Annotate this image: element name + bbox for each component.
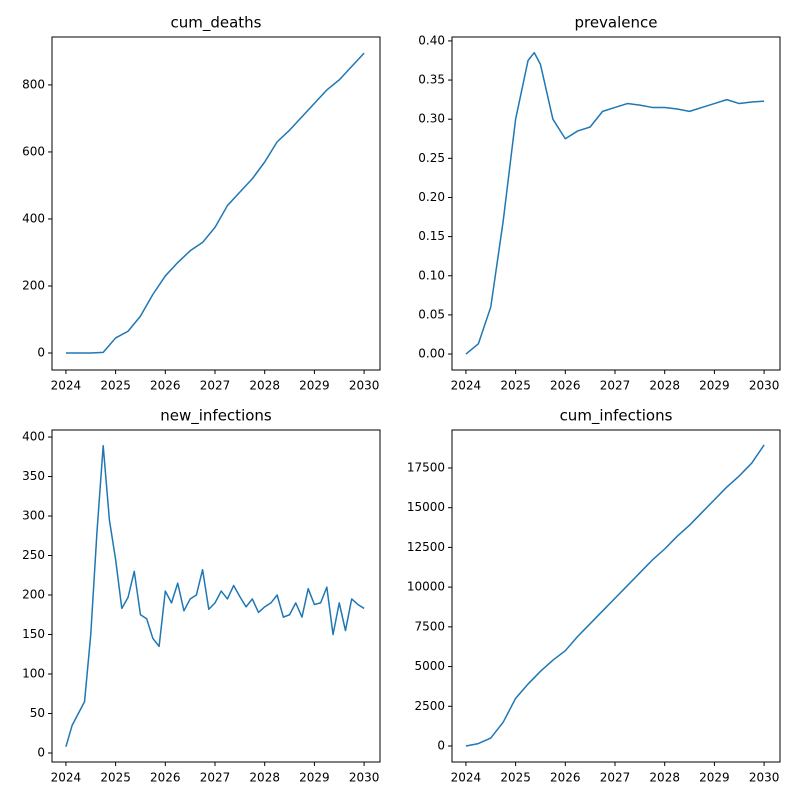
axes-frame xyxy=(51,36,381,371)
y-tick-label: 0.20 xyxy=(418,190,445,204)
data-line xyxy=(65,444,365,747)
x-tick-label: 2027 xyxy=(600,379,631,393)
y-tick-label: 17500 xyxy=(407,460,445,474)
x-tick-label: 2027 xyxy=(200,771,231,785)
axes-frame xyxy=(451,429,781,763)
x-tick-label: 2028 xyxy=(249,771,280,785)
data-line xyxy=(465,444,765,747)
y-tick-label: 200 xyxy=(22,278,45,292)
y-tick-label: 100 xyxy=(22,667,45,681)
y-tick-label: 0 xyxy=(437,739,445,753)
y-tick-label: 0.40 xyxy=(418,33,445,47)
x-tick-label: 2030 xyxy=(749,379,780,393)
y-tick-label: 800 xyxy=(22,77,45,91)
y-tick-label: 400 xyxy=(22,430,45,444)
x-tick-label: 2024 xyxy=(51,771,82,785)
y-tick-label: 200 xyxy=(22,588,45,602)
y-tick-label: 10000 xyxy=(407,580,445,594)
y-tick-label: 0.35 xyxy=(418,73,445,87)
subplot-title: cum_infections xyxy=(560,407,673,426)
subplot-title: new_infections xyxy=(160,407,272,426)
x-tick-label: 2029 xyxy=(699,379,730,393)
x-tick-label: 2029 xyxy=(299,379,330,393)
x-tick-label: 2028 xyxy=(649,771,680,785)
data-line xyxy=(65,52,365,354)
y-tick-label: 7500 xyxy=(414,619,445,633)
subplot-title: cum_deaths xyxy=(170,14,261,33)
y-tick-label: 300 xyxy=(22,509,45,523)
x-tick-label: 2026 xyxy=(550,379,581,393)
y-tick-label: 50 xyxy=(30,706,45,720)
x-tick-label: 2025 xyxy=(100,771,131,785)
x-tick-label: 2027 xyxy=(600,771,631,785)
x-tick-label: 2030 xyxy=(349,379,380,393)
subplot-title: prevalence xyxy=(574,14,657,32)
x-tick-label: 2026 xyxy=(150,379,181,393)
y-tick-label: 0.30 xyxy=(418,112,445,126)
y-tick-label: 150 xyxy=(22,627,45,641)
x-tick-label: 2026 xyxy=(150,771,181,785)
y-tick-label: 0 xyxy=(37,346,45,360)
x-tick-label: 2029 xyxy=(699,771,730,785)
y-tick-label: 0.15 xyxy=(418,229,445,243)
x-tick-label: 2024 xyxy=(51,379,82,393)
x-tick-label: 2024 xyxy=(451,379,482,393)
x-tick-label: 2029 xyxy=(299,771,330,785)
y-tick-label: 2500 xyxy=(414,699,445,713)
y-tick-label: 0.00 xyxy=(418,347,445,361)
x-tick-label: 2027 xyxy=(200,379,231,393)
y-tick-label: 0.10 xyxy=(418,268,445,282)
axes-frame xyxy=(451,36,781,371)
axes-frame xyxy=(51,429,381,763)
x-tick-label: 2030 xyxy=(749,771,780,785)
y-tick-label: 600 xyxy=(22,144,45,158)
x-tick-label: 2028 xyxy=(249,379,280,393)
x-tick-label: 2025 xyxy=(100,379,131,393)
x-tick-label: 2024 xyxy=(451,771,482,785)
y-tick-label: 350 xyxy=(22,469,45,483)
y-tick-label: 0.05 xyxy=(418,307,445,321)
x-tick-label: 2025 xyxy=(500,771,531,785)
x-tick-label: 2026 xyxy=(550,771,581,785)
y-tick-label: 400 xyxy=(22,211,45,225)
y-tick-label: 0 xyxy=(37,745,45,759)
y-tick-label: 0.25 xyxy=(418,151,445,165)
y-tick-label: 5000 xyxy=(414,659,445,673)
x-tick-label: 2025 xyxy=(500,379,531,393)
x-tick-label: 2030 xyxy=(349,771,380,785)
y-tick-label: 12500 xyxy=(407,540,445,554)
x-tick-label: 2028 xyxy=(649,379,680,393)
y-tick-label: 15000 xyxy=(407,500,445,514)
data-line xyxy=(465,51,765,355)
y-tick-label: 250 xyxy=(22,548,45,562)
